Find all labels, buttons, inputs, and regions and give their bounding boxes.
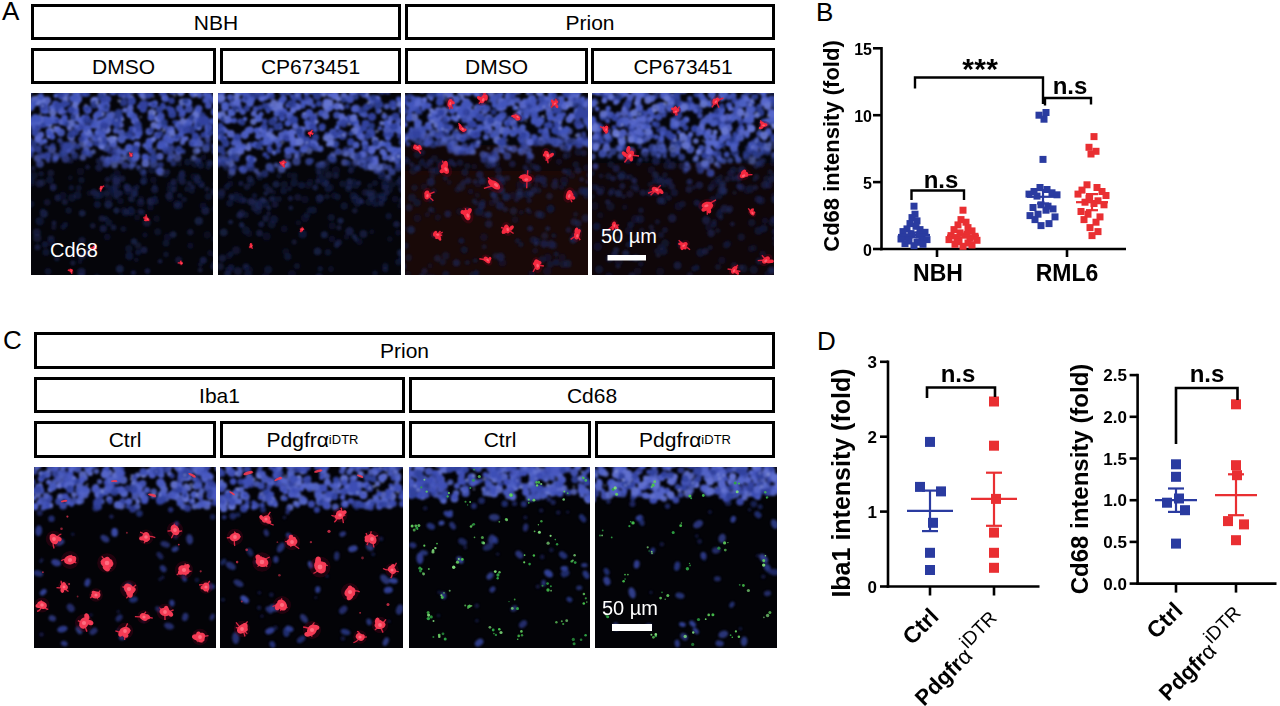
svg-text:0: 0 <box>868 578 877 597</box>
svg-text:0.5: 0.5 <box>1103 533 1127 552</box>
svg-text:0: 0 <box>863 242 872 259</box>
svg-text:*: * <box>986 52 998 85</box>
svg-text:Ctrl: Ctrl <box>1141 597 1187 643</box>
svg-text:n.s: n.s <box>1190 360 1225 387</box>
svg-text:0.0: 0.0 <box>1103 575 1127 594</box>
svg-text:*: * <box>962 52 974 85</box>
svg-text:3: 3 <box>868 353 877 372</box>
svg-text:Iba1 intensity (fold): Iba1 intensity (fold) <box>827 368 855 597</box>
svg-text:Ctrl: Ctrl <box>897 603 943 649</box>
svg-text:5: 5 <box>863 175 872 192</box>
svg-text:n.s: n.s <box>1053 72 1088 99</box>
svg-text:NBH: NBH <box>913 260 963 286</box>
svg-text:n.s: n.s <box>924 166 959 193</box>
svg-text:*: * <box>974 52 986 85</box>
svg-text:10: 10 <box>854 108 872 125</box>
svg-text:15: 15 <box>854 41 872 58</box>
svg-text:2.0: 2.0 <box>1103 408 1127 427</box>
svg-text:1.5: 1.5 <box>1103 450 1127 469</box>
svg-text:RML6: RML6 <box>1036 260 1099 286</box>
svg-text:2.5: 2.5 <box>1103 366 1127 385</box>
svg-text:n.s: n.s <box>941 360 976 387</box>
svg-text:2: 2 <box>868 428 877 447</box>
svg-text:1.0: 1.0 <box>1103 491 1127 510</box>
svg-text:1: 1 <box>868 503 877 522</box>
svg-text:Cd68 intensity (fold): Cd68 intensity (fold) <box>819 40 844 251</box>
svg-text:Cd68 intensity (fold): Cd68 intensity (fold) <box>1066 364 1093 595</box>
